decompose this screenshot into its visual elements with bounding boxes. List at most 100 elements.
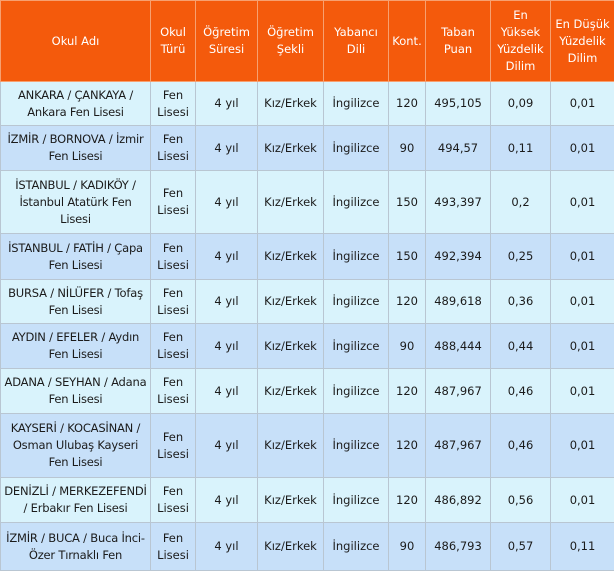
cell-quota: 120 [389, 82, 426, 126]
cell-base-score: 489,618 [426, 280, 491, 324]
cell-school-name: İZMİR / BORNOVA / İzmir Fen Lisesi [1, 126, 151, 171]
cell-duration: 4 yıl [196, 478, 258, 523]
cell-lowest-percentile: 0,01 [551, 478, 614, 523]
cell-school-type: Fen Lisesi [151, 414, 196, 478]
cell-duration: 4 yıl [196, 234, 258, 280]
column-header-school-name: Okul Adı [1, 1, 151, 82]
column-header-education-type: Öğretim Şekli [258, 1, 324, 82]
cell-lowest-percentile: 0,01 [551, 369, 614, 414]
cell-education-type: Kız/Erkek [258, 171, 324, 234]
cell-duration: 4 yıl [196, 324, 258, 369]
cell-education-type: Kız/Erkek [258, 414, 324, 478]
cell-lowest-percentile: 0,01 [551, 414, 614, 478]
cell-foreign-language: İngilizce [324, 126, 389, 171]
cell-education-type: Kız/Erkek [258, 369, 324, 414]
cell-foreign-language: İngilizce [324, 324, 389, 369]
cell-lowest-percentile: 0,01 [551, 171, 614, 234]
cell-education-type: Kız/Erkek [258, 126, 324, 171]
cell-base-score: 493,397 [426, 171, 491, 234]
cell-lowest-percentile: 0,01 [551, 280, 614, 324]
cell-school-name: ANKARA / ÇANKAYA / Ankara Fen Lisesi [1, 82, 151, 126]
cell-education-type: Kız/Erkek [258, 478, 324, 523]
cell-base-score: 494,57 [426, 126, 491, 171]
cell-quota: 120 [389, 369, 426, 414]
cell-duration: 4 yıl [196, 369, 258, 414]
cell-base-score: 495,105 [426, 82, 491, 126]
cell-highest-percentile: 0,46 [491, 414, 551, 478]
cell-base-score: 488,444 [426, 324, 491, 369]
cell-highest-percentile: 0,09 [491, 82, 551, 126]
cell-base-score: 487,967 [426, 369, 491, 414]
cell-quota: 120 [389, 280, 426, 324]
table-row: DENİZLİ / MERKEZEFENDİ / Erbakır Fen Lis… [1, 478, 614, 523]
cell-school-type: Fen Lisesi [151, 369, 196, 414]
cell-school-type: Fen Lisesi [151, 126, 196, 171]
table-row: İZMİR / BUCA / Buca İnci-Özer Tırnaklı F… [1, 523, 614, 571]
cell-school-type: Fen Lisesi [151, 280, 196, 324]
cell-school-name: BURSA / NİLÜFER / Tofaş Fen Lisesi [1, 280, 151, 324]
column-header-school-type: Okul Türü [151, 1, 196, 82]
cell-education-type: Kız/Erkek [258, 324, 324, 369]
table-row: KAYSERİ / KOCASİNAN / Osman Ulubaş Kayse… [1, 414, 614, 478]
cell-lowest-percentile: 0,01 [551, 234, 614, 280]
cell-school-type: Fen Lisesi [151, 478, 196, 523]
cell-education-type: Kız/Erkek [258, 234, 324, 280]
cell-highest-percentile: 0,44 [491, 324, 551, 369]
column-header-duration: Öğretim Süresi [196, 1, 258, 82]
cell-quota: 120 [389, 478, 426, 523]
cell-education-type: Kız/Erkek [258, 523, 324, 571]
cell-duration: 4 yıl [196, 126, 258, 171]
cell-school-type: Fen Lisesi [151, 523, 196, 571]
column-header-foreign-language: Yabancı Dili [324, 1, 389, 82]
column-header-lowest-percentile: En Düşük Yüzdelik Dilim [551, 1, 614, 82]
cell-foreign-language: İngilizce [324, 414, 389, 478]
cell-highest-percentile: 0,2 [491, 171, 551, 234]
cell-quota: 90 [389, 324, 426, 369]
cell-school-type: Fen Lisesi [151, 324, 196, 369]
table-row: İSTANBUL / KADIKÖY / İstanbul Atatürk Fe… [1, 171, 614, 234]
cell-quota: 90 [389, 126, 426, 171]
cell-base-score: 486,892 [426, 478, 491, 523]
cell-duration: 4 yıl [196, 523, 258, 571]
cell-lowest-percentile: 0,01 [551, 126, 614, 171]
cell-school-name: İSTANBUL / KADIKÖY / İstanbul Atatürk Fe… [1, 171, 151, 234]
cell-highest-percentile: 0,56 [491, 478, 551, 523]
cell-duration: 4 yıl [196, 82, 258, 126]
cell-foreign-language: İngilizce [324, 369, 389, 414]
cell-duration: 4 yıl [196, 280, 258, 324]
cell-school-name: İSTANBUL / FATİH / Çapa Fen Lisesi [1, 234, 151, 280]
cell-lowest-percentile: 0,11 [551, 523, 614, 571]
cell-highest-percentile: 0,25 [491, 234, 551, 280]
cell-lowest-percentile: 0,01 [551, 324, 614, 369]
cell-school-name: DENİZLİ / MERKEZEFENDİ / Erbakır Fen Lis… [1, 478, 151, 523]
cell-highest-percentile: 0,57 [491, 523, 551, 571]
cell-foreign-language: İngilizce [324, 171, 389, 234]
cell-education-type: Kız/Erkek [258, 82, 324, 126]
cell-school-type: Fen Lisesi [151, 82, 196, 126]
cell-school-type: Fen Lisesi [151, 171, 196, 234]
cell-highest-percentile: 0,11 [491, 126, 551, 171]
cell-foreign-language: İngilizce [324, 523, 389, 571]
cell-school-name: KAYSERİ / KOCASİNAN / Osman Ulubaş Kayse… [1, 414, 151, 478]
cell-base-score: 487,967 [426, 414, 491, 478]
cell-quota: 150 [389, 171, 426, 234]
cell-quota: 120 [389, 414, 426, 478]
cell-foreign-language: İngilizce [324, 82, 389, 126]
cell-duration: 4 yıl [196, 414, 258, 478]
cell-school-name: AYDIN / EFELER / Aydın Fen Lisesi [1, 324, 151, 369]
cell-quota: 90 [389, 523, 426, 571]
cell-highest-percentile: 0,46 [491, 369, 551, 414]
cell-foreign-language: İngilizce [324, 478, 389, 523]
cell-school-name: ADANA / SEYHAN / Adana Fen Lisesi [1, 369, 151, 414]
cell-foreign-language: İngilizce [324, 234, 389, 280]
cell-duration: 4 yıl [196, 171, 258, 234]
column-header-base-score: Taban Puan [426, 1, 491, 82]
